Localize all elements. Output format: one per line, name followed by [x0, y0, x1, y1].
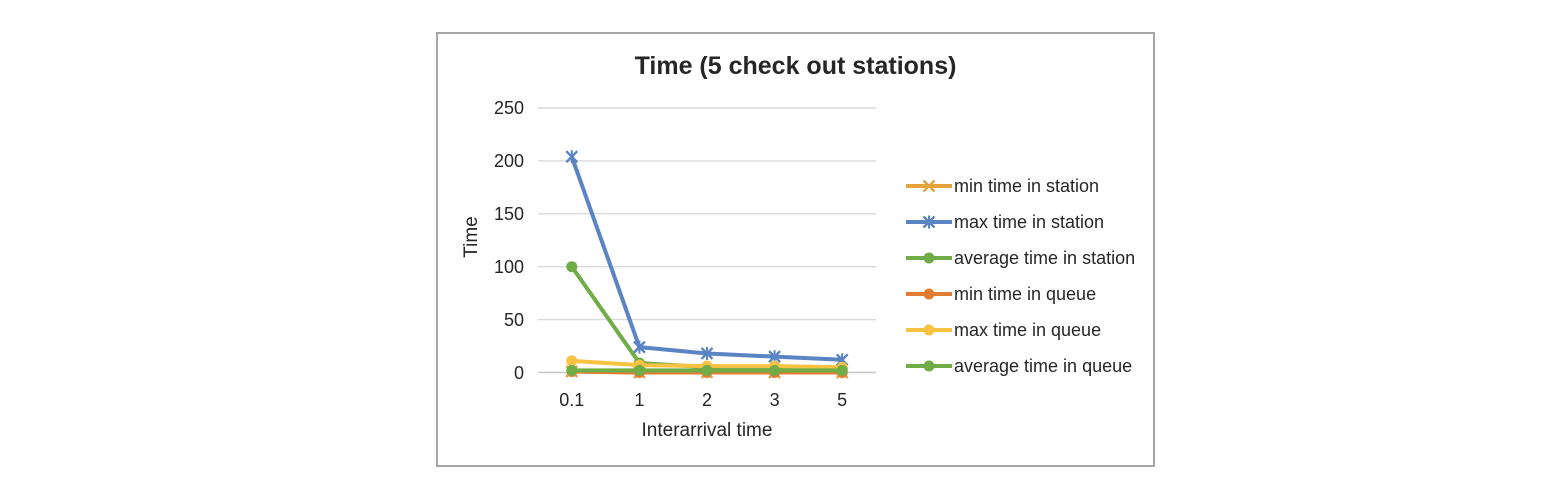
series-marker-average-time-in-queue — [633, 364, 645, 376]
series-marker-average-time-in-queue — [769, 364, 781, 376]
x-tick-label-2: 2 — [701, 390, 712, 410]
series-marker-average-time-in-queue — [836, 364, 848, 376]
x-tick-label-5: 5 — [837, 390, 848, 410]
legend-star-marker-icon — [906, 215, 952, 229]
y-tick-label-50: 50 — [503, 309, 524, 330]
series-marker-max-time-in-station — [633, 340, 646, 354]
legend-marker-glyph — [923, 252, 935, 264]
y-tick-label-0: 0 — [513, 362, 524, 383]
y-tick-label-200: 200 — [493, 150, 524, 171]
legend-item-min-time-in-station[interactable]: min time in station — [905, 168, 1135, 204]
legend-item-average-time-in-station[interactable]: average time in station — [905, 240, 1135, 276]
legend-marker-glyph — [922, 179, 936, 193]
series-marker-average-time-in-station — [566, 261, 578, 273]
legend-circle-marker-icon — [906, 288, 952, 300]
legend-item-label: average time in queue — [954, 355, 1133, 376]
legend-marker-glyph — [923, 360, 935, 372]
x-tick-label-1: 1 — [634, 390, 645, 410]
x-tick-label-0-1: 0.1 — [559, 390, 585, 410]
legend-marker-glyph — [923, 288, 935, 300]
legend-x-marker-icon — [906, 179, 952, 193]
y-tick-label-100: 100 — [493, 256, 524, 277]
legend-circle-marker-icon — [906, 252, 952, 264]
series-marker-average-time-in-queue — [701, 364, 713, 376]
series-marker-max-time-in-station — [700, 346, 714, 360]
chart-title: Time (5 check out stations) — [634, 52, 957, 80]
legend-item-label: max time in queue — [954, 319, 1102, 340]
legend-item-max-time-in-station[interactable]: max time in station — [905, 204, 1135, 240]
legend-item-label: max time in station — [954, 211, 1105, 232]
series-line-max-time-in-station — [569, 154, 845, 362]
legend: min time in station max time in station av… — [905, 168, 1135, 384]
legend-item-label: average time in station — [954, 247, 1136, 268]
y-tick-label-250: 250 — [493, 98, 524, 118]
legend-marker-glyph — [922, 215, 936, 229]
x-axis-title: Interarrival time — [641, 420, 773, 441]
legend-item-min-time-in-queue[interactable]: min time in queue — [905, 276, 1135, 312]
legend-circle-marker-icon — [906, 360, 952, 372]
chart-frame[interactable]: Time (5 check out stations) 0 50 100 150 200… — [436, 32, 1155, 467]
y-tick-label-150: 150 — [493, 203, 524, 224]
legend-item-label: min time in station — [954, 175, 1100, 196]
legend-item-label: min time in queue — [954, 283, 1097, 304]
series-marker-max-time-in-station — [565, 150, 579, 164]
series-marker-max-time-in-queue — [566, 355, 578, 367]
x-tick-label-3: 3 — [769, 390, 780, 410]
plot-area — [538, 107, 876, 379]
legend-item-max-time-in-queue[interactable]: max time in queue — [905, 312, 1135, 348]
series-marker-average-time-in-queue — [566, 364, 578, 376]
legend-item-average-time-in-queue[interactable]: average time in queue — [905, 348, 1135, 384]
legend-circle-marker-icon — [906, 324, 952, 336]
legend-marker-glyph — [923, 324, 935, 336]
y-axis-title: Time — [461, 216, 482, 258]
